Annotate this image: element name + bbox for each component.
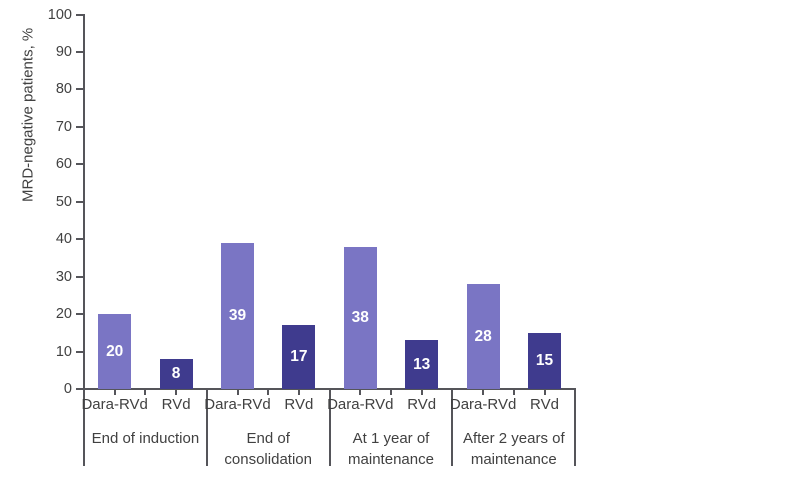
bar-value-label: 15 [535, 351, 554, 369]
y-tick-mark [76, 200, 83, 203]
bar-dara-rvd: 39 [221, 242, 254, 389]
group-separator-line [205, 389, 208, 466]
x-tick-mark [359, 390, 362, 395]
series-tick-label: Dara-RVd [81, 396, 148, 413]
bar-rvd: 13 [405, 340, 439, 389]
y-tick-label: 20 [55, 306, 72, 323]
y-tick-label: 50 [55, 193, 72, 210]
x-tick-mark [482, 390, 485, 395]
group-label: End of induction [92, 428, 200, 449]
bar-value-label: 20 [106, 342, 124, 360]
bar-value-label: 38 [351, 308, 369, 326]
y-axis-line [83, 14, 85, 390]
y-tick-label: 70 [55, 118, 72, 135]
y-tick-mark [76, 88, 83, 91]
x-tick-mark [144, 390, 147, 395]
y-tick-mark [76, 313, 83, 316]
x-tick-mark [297, 390, 300, 395]
y-tick-mark [76, 125, 83, 128]
x-tick-mark [390, 390, 392, 395]
group-separator-line [328, 389, 331, 466]
y-tick-mark [76, 13, 83, 16]
series-tick-label: RVd [407, 396, 437, 413]
bar-rvd: 17 [282, 325, 316, 389]
x-tick-mark [512, 390, 515, 395]
series-tick-label: RVd [530, 396, 559, 413]
y-tick-label: 90 [55, 44, 72, 61]
y-tick-label: 60 [55, 156, 72, 173]
bar-value-label: 8 [171, 365, 181, 383]
series-tick-label: RVd [284, 396, 314, 413]
series-tick-label: Dara-RVd [449, 396, 517, 413]
y-tick-mark [76, 388, 83, 390]
x-tick-mark [236, 390, 239, 395]
series-tick-label: Dara-RVd [327, 396, 394, 413]
x-tick-mark [113, 390, 116, 395]
y-tick-mark [76, 350, 83, 353]
group-label: After 2 years of maintenance [463, 428, 565, 470]
y-tick-mark [76, 51, 83, 54]
group-label-line: maintenance [470, 451, 557, 468]
x-tick-mark [543, 390, 546, 395]
group-label: At 1 year of maintenance [348, 428, 434, 470]
y-tick-mark [76, 163, 83, 166]
group-separator-line [574, 389, 577, 466]
series-tick-label: RVd [161, 396, 191, 413]
group-label-line: maintenance [348, 451, 434, 468]
bar-rvd: 8 [159, 359, 193, 389]
y-tick-label: 0 [63, 381, 72, 397]
bar-value-label: 17 [290, 348, 308, 366]
group-label-line: consolidation [224, 451, 312, 468]
bar-dara-rvd: 38 [343, 246, 377, 389]
bar-rvd: 15 [528, 332, 561, 389]
group-label-line: End of induction [91, 430, 200, 447]
group-separator-line [451, 389, 454, 466]
group-label: End of consolidation [224, 428, 312, 470]
y-tick-label: 40 [55, 231, 72, 248]
y-tick-label: 30 [55, 268, 72, 285]
series-tick-label: Dara-RVd [204, 396, 271, 413]
x-tick-mark [175, 390, 178, 395]
bar-value-label: 28 [474, 327, 492, 345]
group-separator-line [83, 389, 85, 466]
bar-value-label: 39 [228, 306, 247, 324]
group-label-line: End of [246, 430, 290, 447]
group-label-line: After 2 years of [462, 430, 565, 447]
y-tick-label: 80 [55, 81, 72, 98]
y-tick-label: 100 [47, 6, 72, 23]
y-tick-mark [76, 238, 83, 241]
x-tick-mark [420, 390, 423, 395]
bar-dara-rvd: 28 [466, 284, 500, 389]
y-tick-mark [76, 275, 83, 278]
y-tick-label: 10 [55, 343, 72, 360]
bar-dara-rvd: 20 [98, 314, 132, 389]
x-tick-mark [267, 390, 270, 395]
bar-value-label: 13 [413, 355, 431, 373]
group-label-line: At 1 year of [352, 430, 430, 447]
